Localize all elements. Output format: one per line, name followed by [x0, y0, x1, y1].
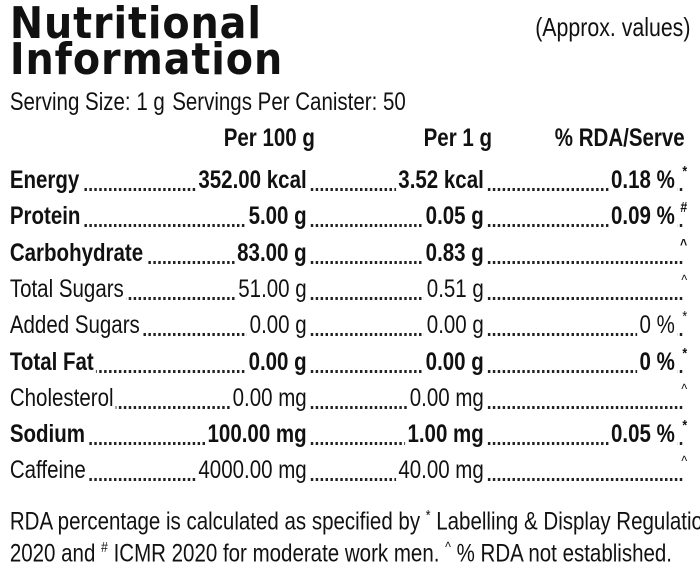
title-line: Information: [9, 34, 284, 85]
nutrient-name: Protein: [7, 200, 83, 233]
per-100g: 51.00 g: [235, 272, 310, 305]
rda: 0.05 %: [608, 418, 678, 451]
nutrient-name: Total Sugars: [7, 272, 127, 305]
footer-text: ICMR 2020 for moderate work men.: [107, 539, 446, 568]
per-100g: 0.00 g: [247, 309, 310, 342]
dot-leader: [9, 478, 683, 482]
nutrient-name: Cholesterol: [7, 381, 116, 414]
dot-leader: [9, 405, 683, 409]
per-1g: 3.52 kcal: [395, 164, 487, 196]
dot-leader: [9, 333, 683, 337]
nutrient-name: Energy: [7, 164, 82, 196]
rda-mark: *: [682, 301, 688, 334]
dot-leader: [9, 188, 683, 191]
table-row: Energy 352.00 kcal 3.52 kcal 0.18 % *: [7, 156, 688, 196]
table-row: Carbohydrate 83.00 g 0.83 g ^: [7, 228, 688, 269]
table-row: Caffeine 4000.00 mg 40.00 mg ^: [7, 446, 688, 487]
per-100g: 0.00 mg: [230, 381, 310, 414]
rda-mark: ^: [681, 264, 688, 297]
table-row: Total Sugars 51.00 g 0.51 g ^: [7, 264, 688, 305]
rda-mark: *: [682, 337, 688, 370]
per-100g: 5.00 g: [246, 200, 310, 233]
rda-mark: ^: [679, 228, 688, 261]
rda: 0 %: [637, 309, 678, 342]
servings-per-canister: Servings Per Canister: 50: [172, 88, 406, 116]
per-100g: 352.00 kcal: [195, 164, 310, 196]
per-1g: 0.05 g: [423, 200, 487, 233]
per-1g: 0.83 g: [423, 236, 487, 269]
footer-mark: ^: [445, 539, 451, 556]
footer-mark: *: [425, 507, 431, 524]
dot-leader: [9, 442, 683, 446]
per-1g: 1.00 mg: [404, 418, 487, 451]
rda-mark: ^: [681, 446, 688, 479]
rda: 0.09 %: [608, 200, 678, 233]
footer-mark: #: [101, 539, 108, 556]
per-100g: 100.00 mg: [205, 418, 310, 451]
column-header: % RDA/Serve: [554, 124, 685, 152]
per-1g: 0.00 mg: [407, 381, 487, 414]
nutrient-name: Sodium: [7, 418, 88, 451]
footer-text: RDA percentage is calculated as specifie…: [9, 507, 426, 536]
rda: 0 %: [637, 345, 678, 378]
rda: 0.18 %: [608, 164, 678, 196]
nutrient-name: Added Sugars: [7, 309, 143, 342]
note: (Approx. values): [535, 12, 691, 42]
dot-leader: [9, 224, 683, 228]
column-header: Per 1 g: [423, 124, 492, 152]
serving-size: Serving Size: 1 g: [9, 88, 165, 116]
table-row: Total Fat 0.00 g 0.00 g 0 % *: [7, 337, 688, 378]
footer-text: % RDA not established.: [450, 539, 672, 568]
nutrient-name: Carbohydrate: [7, 236, 146, 269]
footer-text: 2020 and: [9, 539, 102, 568]
per-100g: 4000.00 mg: [195, 454, 310, 487]
per-100g: 83.00 g: [234, 236, 310, 269]
footer-line: RDA percentage is calculated as specifie…: [10, 500, 700, 537]
nutrient-name: Total Fat: [7, 345, 97, 378]
per-1g: 0.51 g: [424, 272, 487, 305]
table-row: Cholesterol 0.00 mg 0.00 mg ^: [7, 373, 688, 414]
rda-mark: ^: [681, 373, 688, 406]
column-header: Per 100 g: [223, 124, 315, 152]
table-row: Sodium 100.00 mg 1.00 mg 0.05 % *: [7, 410, 688, 451]
dot-leader: [9, 296, 683, 300]
table-row: Protein 5.00 g 0.05 g 0.09 % #: [7, 192, 688, 233]
dot-leader: [9, 369, 683, 373]
footer-text: Labelling & Display Regulation: [430, 507, 700, 536]
footer-line: 2020 and # ICMR 2020 for moderate work m…: [10, 532, 672, 569]
rda-mark: *: [682, 410, 688, 443]
rda-mark: #: [680, 192, 688, 225]
per-1g: 0.00 g: [424, 309, 487, 342]
dot-leader: [9, 260, 683, 264]
nutrient-name: Caffeine: [7, 454, 89, 487]
per-100g: 0.00 g: [246, 345, 310, 378]
table-row: Added Sugars 0.00 g 0.00 g 0 % *: [7, 301, 688, 342]
rda-mark: *: [682, 156, 688, 188]
title-line: Nutritional: [9, 0, 262, 49]
per-1g: 0.00 g: [423, 345, 487, 378]
per-1g: 40.00 mg: [395, 454, 487, 487]
